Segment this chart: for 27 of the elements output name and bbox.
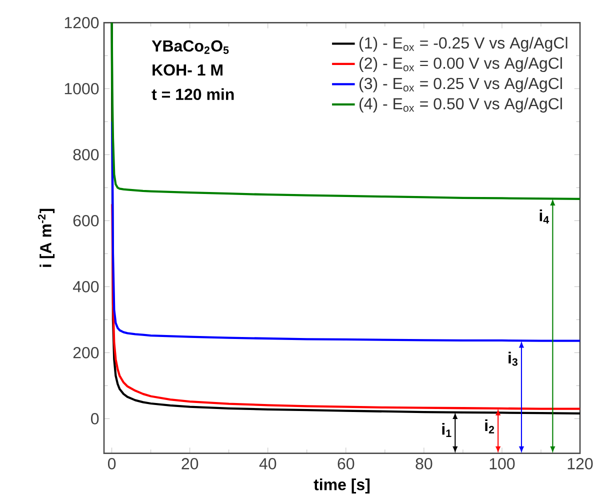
y-tick-label: 200 <box>73 347 99 358</box>
y-tick-label: 1000 <box>64 83 99 94</box>
x-tick-label: 120 <box>568 458 593 470</box>
y-tick-label: 800 <box>73 149 99 160</box>
x-tick-label: 80 <box>416 458 432 470</box>
annotation: i$_{1}$ <box>442 423 452 438</box>
legend-label: (1) - E$_{ox}$ = -0.25 V vs Ag/AgCl <box>360 36 568 52</box>
legend-label: (2) - E$_{ox}$ = 0.00 V vs Ag/AgCl <box>360 57 562 72</box>
x-axis-title: time [s] <box>314 478 370 494</box>
x-tick-label: 40 <box>259 458 276 470</box>
annotation: i$_{4}$ <box>540 210 550 224</box>
y-tick-label: 600 <box>73 215 99 226</box>
annotation: t = 120 min <box>152 88 234 100</box>
x-tick-label: 60 <box>338 458 354 470</box>
annotation: YBaCo$_{2}$O$_{5}$ <box>152 40 229 54</box>
y-tick-label: 0 <box>91 413 99 424</box>
legend-label: (4) - E$_{ox}$ = 0.50 V vs Ag/AgCl <box>360 98 562 113</box>
y-tick-label: 1200 <box>64 17 99 28</box>
x-tick-label: 100 <box>490 458 515 470</box>
annotation: i$_{3}$ <box>508 352 518 366</box>
y-tick-label: 400 <box>72 281 99 292</box>
annotation: KOH- 1 M <box>152 64 222 76</box>
x-tick-label: 0 <box>108 458 116 470</box>
legend-label: (3) - E$_{ox}$ = 0.25 V vs Ag/AgCl <box>360 77 562 92</box>
x-tick-label: 20 <box>182 458 198 470</box>
y-axis-title: i [A m$^{-2}$] <box>38 208 55 267</box>
annotation: i$_{2}$ <box>485 419 494 434</box>
